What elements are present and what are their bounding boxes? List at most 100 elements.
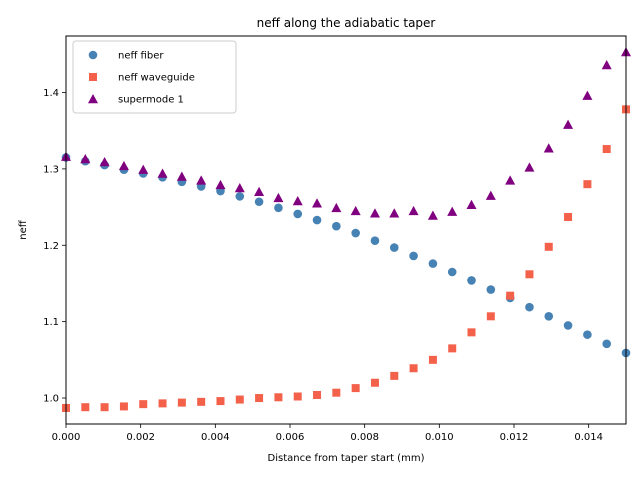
data-point-neff-fiber <box>370 236 380 245</box>
legend-label: neff fiber <box>118 51 164 62</box>
series-neff-waveguide <box>62 105 630 412</box>
y-tick-label: 1.0 <box>43 394 59 405</box>
data-point-supermode-1 <box>485 190 496 200</box>
data-point-supermode-1 <box>350 205 361 216</box>
data-point-neff-waveguide <box>583 180 592 189</box>
data-point-neff-waveguide <box>486 312 495 321</box>
data-point-neff-waveguide <box>370 378 379 387</box>
y-axis-label: neff <box>18 219 29 239</box>
plot-frame <box>65 35 627 425</box>
x-tick-label: 0.006 <box>276 432 305 443</box>
data-point-neff-fiber <box>583 330 592 339</box>
data-point-supermode-1 <box>273 192 284 203</box>
data-point-supermode-1 <box>601 60 612 70</box>
legend-item-neff-waveguide: neff waveguide <box>89 73 195 84</box>
data-point-supermode-1 <box>254 186 265 197</box>
series-supermode-1 <box>61 47 631 220</box>
data-point-neff-waveguide <box>255 394 264 403</box>
data-point-neff-fiber <box>389 243 399 252</box>
y-tick-label: 1.3 <box>43 164 59 175</box>
data-point-neff-waveguide <box>197 397 206 406</box>
data-point-neff-waveguide <box>448 344 457 353</box>
data-point-neff-waveguide <box>602 145 611 154</box>
data-point-neff-fiber <box>274 203 283 213</box>
y-tick-label: 1.1 <box>43 317 59 328</box>
data-point-neff-waveguide <box>158 399 167 408</box>
data-point-supermode-1 <box>138 164 149 174</box>
data-point-neff-waveguide <box>428 355 437 364</box>
data-point-neff-waveguide <box>216 397 225 406</box>
x-tick-label: 0.014 <box>574 432 603 443</box>
legend-marker-neff-fiber <box>88 50 98 60</box>
data-point-neff-waveguide <box>313 390 322 399</box>
data-point-supermode-1 <box>447 206 458 216</box>
data-point-supermode-1 <box>234 182 245 193</box>
data-point-supermode-1 <box>80 153 91 164</box>
data-point-supermode-1 <box>505 175 516 185</box>
data-point-neff-waveguide <box>506 291 515 300</box>
x-tick-label: 0.000 <box>52 432 81 443</box>
x-tick-label: 0.010 <box>425 432 454 443</box>
legend-label: supermode 1 <box>118 95 184 106</box>
data-point-supermode-1 <box>331 202 342 213</box>
data-point-neff-fiber <box>293 209 303 219</box>
data-point-supermode-1 <box>176 171 187 181</box>
legend-item-supermode-1: supermode 1 <box>88 94 184 106</box>
data-point-supermode-1 <box>292 195 303 206</box>
data-point-neff-fiber <box>563 321 573 330</box>
data-point-neff-fiber <box>467 276 476 285</box>
data-point-neff-fiber <box>447 267 457 277</box>
data-point-neff-waveguide <box>235 395 244 404</box>
data-point-neff-waveguide <box>351 384 360 393</box>
data-point-supermode-1 <box>466 199 477 210</box>
chart-title: neff along the adiabatic taper <box>257 16 436 30</box>
data-point-neff-waveguide <box>544 242 553 251</box>
data-point-neff-waveguide <box>564 213 573 222</box>
data-point-supermode-1 <box>157 168 168 178</box>
data-point-supermode-1 <box>408 205 419 216</box>
data-point-neff-fiber <box>544 312 554 321</box>
x-tick-label: 0.008 <box>350 432 379 443</box>
legend-marker-neff-waveguide <box>89 73 97 81</box>
data-point-neff-waveguide <box>293 392 302 401</box>
data-point-supermode-1 <box>582 90 593 100</box>
data-point-neff-waveguide <box>139 400 148 409</box>
data-point-neff-fiber <box>486 285 496 294</box>
data-point-neff-fiber <box>602 339 611 349</box>
data-point-supermode-1 <box>427 210 438 220</box>
data-point-supermode-1 <box>118 160 129 171</box>
data-point-neff-fiber <box>254 197 264 207</box>
data-point-neff-waveguide <box>177 398 186 407</box>
data-point-supermode-1 <box>369 208 380 218</box>
data-point-supermode-1 <box>524 162 535 172</box>
chart-marks <box>61 47 631 412</box>
x-axis-label: Distance from taper start (mm) <box>268 453 425 464</box>
data-point-neff-waveguide <box>274 393 283 402</box>
data-point-neff-waveguide <box>332 388 341 397</box>
data-point-neff-waveguide <box>467 328 476 337</box>
data-point-neff-fiber <box>428 259 438 268</box>
data-point-neff-waveguide <box>81 403 90 412</box>
data-point-supermode-1 <box>563 119 574 129</box>
x-axis: 0.000 0.002 0.004 0.006 0.008 0.010 0.012 0.014 <box>52 424 603 443</box>
data-point-neff-fiber <box>312 215 322 225</box>
y-tick-label: 1.4 <box>43 88 59 99</box>
data-point-supermode-1 <box>312 198 323 208</box>
legend-item-neff-fiber: neff fiber <box>88 50 164 62</box>
x-tick-label: 0.004 <box>201 432 230 443</box>
legend-box <box>72 40 237 114</box>
data-point-supermode-1 <box>196 175 207 185</box>
legend-label: neff waveguide <box>118 73 195 84</box>
data-point-supermode-1 <box>389 208 400 218</box>
data-point-neff-waveguide <box>525 270 534 279</box>
data-point-neff-waveguide <box>100 403 109 412</box>
x-tick-label: 0.012 <box>500 432 529 443</box>
data-point-neff-fiber <box>351 228 360 238</box>
data-point-neff-fiber <box>332 221 341 231</box>
legend: neff fiber neff waveguide supermode 1 <box>72 40 237 114</box>
data-point-supermode-1 <box>215 179 226 190</box>
data-point-neff-waveguide <box>409 364 418 373</box>
data-point-neff-fiber <box>525 302 534 312</box>
data-point-neff-waveguide <box>390 371 399 380</box>
